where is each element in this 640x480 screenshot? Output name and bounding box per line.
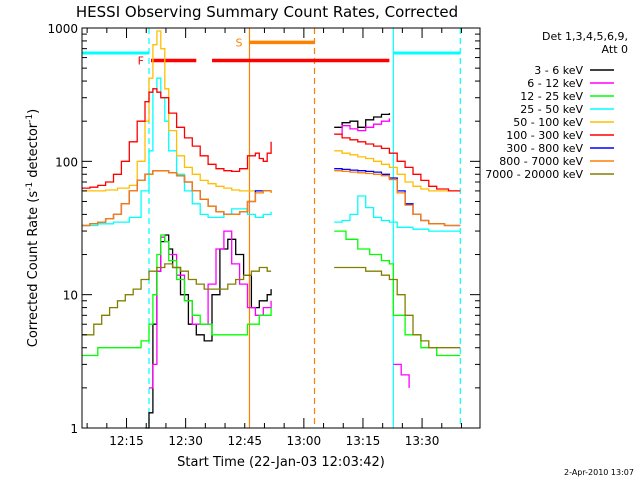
y-tick-label-1: 10 bbox=[63, 289, 78, 303]
chart-title: HESSI Observing Summary Count Rates, Cor… bbox=[76, 3, 458, 21]
legend-label-1: 6 - 12 keV bbox=[527, 77, 583, 90]
legend-label-5: 100 - 300 keV bbox=[506, 129, 583, 142]
legend-label-4: 50 - 100 keV bbox=[513, 116, 583, 129]
y-tick-label-2: 100 bbox=[55, 155, 78, 169]
y-axis-label-sup1: -1 bbox=[25, 182, 35, 191]
legend-label-6: 300 - 800 keV bbox=[506, 142, 583, 155]
y-axis-label-main: Corrected Count Rate (s bbox=[26, 191, 41, 348]
series-line-7 bbox=[82, 170, 461, 227]
legend-title-detectors: Det 1,3,4,5,6,9, bbox=[542, 30, 628, 43]
flag-label-f: F bbox=[138, 55, 144, 68]
x-tick-label-5: 13:30 bbox=[405, 434, 440, 448]
x-tick-label-2: 12:45 bbox=[227, 434, 262, 448]
x-axis-label: Start Time (22-Jan-03 12:03:42) bbox=[177, 455, 385, 470]
legend-label-2: 12 - 25 keV bbox=[520, 90, 583, 103]
y-axis-label-end: ) bbox=[26, 109, 41, 114]
plot-frame bbox=[81, 27, 481, 429]
y-tick-label-0: 1 bbox=[70, 422, 78, 436]
legend-label-0: 3 - 6 keV bbox=[534, 64, 583, 77]
flag-label-s: S bbox=[235, 36, 242, 49]
legend-title-attenuator: Att 0 bbox=[602, 43, 628, 56]
axis-layer: 1 10 100 1000 12:15 12:30 12:45 13:00 13:15 13:30 bbox=[47, 22, 480, 448]
footer-date: 2-Apr-2010 13:07 bbox=[564, 468, 634, 477]
series-line-5 bbox=[82, 88, 461, 192]
x-tick-label-4: 13:15 bbox=[346, 434, 381, 448]
x-tick-label-0: 12:15 bbox=[109, 434, 144, 448]
series-line-8 bbox=[82, 263, 461, 349]
y-axis-label: Corrected Count Rate (s-1 detector-1) bbox=[25, 109, 41, 347]
y-tick-label-3: 1000 bbox=[47, 22, 78, 36]
overlay-layer: FS bbox=[82, 28, 461, 428]
legend-label-3: 25 - 50 keV bbox=[520, 103, 583, 116]
y-axis-label-sup2: -1 bbox=[25, 114, 35, 123]
x-tick-label-3: 13:00 bbox=[287, 434, 322, 448]
legend-label-7: 800 - 7000 keV bbox=[499, 155, 583, 168]
x-tick-label-1: 12:30 bbox=[168, 434, 203, 448]
series-layer bbox=[82, 30, 461, 429]
y-axis-label-mid: detector bbox=[26, 122, 41, 182]
legend-label-8: 7000 - 20000 keV bbox=[485, 168, 583, 181]
